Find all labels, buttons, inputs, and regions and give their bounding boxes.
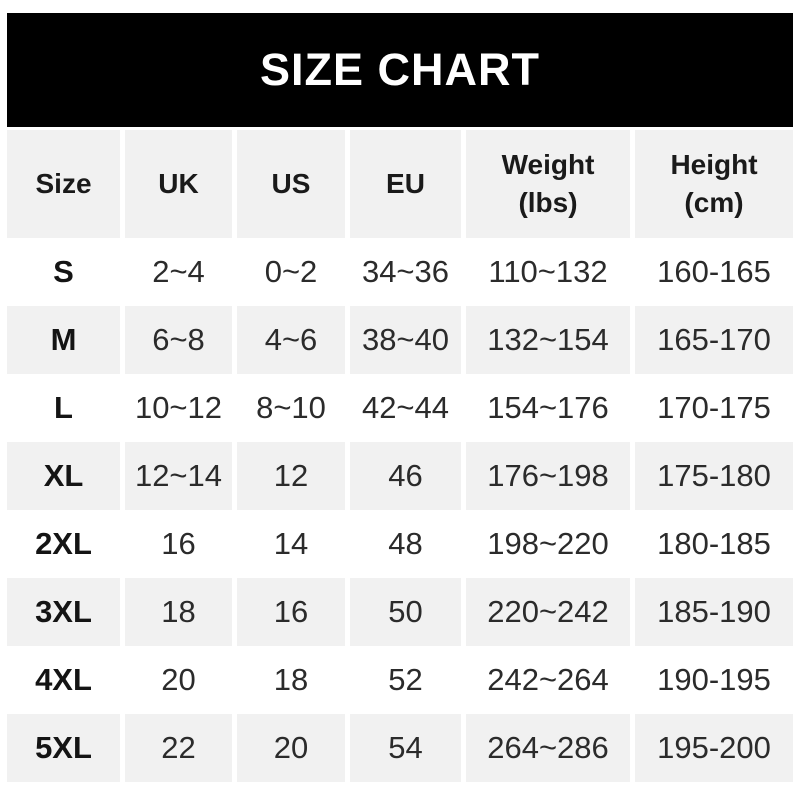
cell-l-size: L <box>7 374 120 442</box>
cell-xl-us: 12 <box>237 442 345 510</box>
size-table: Size UK US EU Weight (lbs) Height (cm) S… <box>7 130 793 782</box>
column-header-size: Size <box>7 130 120 238</box>
cell-m-us: 4~6 <box>237 306 345 374</box>
cell-s-height: 160-165 <box>635 238 793 306</box>
cell-m-size: M <box>7 306 120 374</box>
cell-m-uk: 6~8 <box>125 306 232 374</box>
cell-3xl-height: 185-190 <box>635 578 793 646</box>
cell-xl-size: XL <box>7 442 120 510</box>
cell-l-uk: 10~12 <box>125 374 232 442</box>
cell-2xl-weight: 198~220 <box>466 510 630 578</box>
cell-5xl-height: 195-200 <box>635 714 793 782</box>
page-title: SIZE CHART <box>260 44 540 95</box>
cell-s-uk: 2~4 <box>125 238 232 306</box>
cell-xl-eu: 46 <box>350 442 461 510</box>
cell-xl-height: 175-180 <box>635 442 793 510</box>
cell-4xl-size: 4XL <box>7 646 120 714</box>
cell-3xl-size: 3XL <box>7 578 120 646</box>
cell-4xl-us: 18 <box>237 646 345 714</box>
cell-2xl-height: 180-185 <box>635 510 793 578</box>
cell-xl-uk: 12~14 <box>125 442 232 510</box>
cell-3xl-uk: 18 <box>125 578 232 646</box>
cell-2xl-uk: 16 <box>125 510 232 578</box>
column-header-height: Height (cm) <box>635 130 793 238</box>
cell-m-eu: 38~40 <box>350 306 461 374</box>
cell-5xl-size: 5XL <box>7 714 120 782</box>
cell-s-weight: 110~132 <box>466 238 630 306</box>
cell-m-weight: 132~154 <box>466 306 630 374</box>
cell-2xl-eu: 48 <box>350 510 461 578</box>
cell-4xl-weight: 242~264 <box>466 646 630 714</box>
banner: SIZE CHART <box>7 13 793 127</box>
cell-2xl-size: 2XL <box>7 510 120 578</box>
cell-3xl-weight: 220~242 <box>466 578 630 646</box>
cell-s-size: S <box>7 238 120 306</box>
column-header-us: US <box>237 130 345 238</box>
cell-3xl-eu: 50 <box>350 578 461 646</box>
cell-4xl-eu: 52 <box>350 646 461 714</box>
column-header-weight: Weight (lbs) <box>466 130 630 238</box>
cell-5xl-us: 20 <box>237 714 345 782</box>
cell-3xl-us: 16 <box>237 578 345 646</box>
cell-s-eu: 34~36 <box>350 238 461 306</box>
cell-l-us: 8~10 <box>237 374 345 442</box>
column-header-uk: UK <box>125 130 232 238</box>
cell-xl-weight: 176~198 <box>466 442 630 510</box>
cell-l-height: 170-175 <box>635 374 793 442</box>
cell-5xl-uk: 22 <box>125 714 232 782</box>
cell-4xl-uk: 20 <box>125 646 232 714</box>
cell-l-eu: 42~44 <box>350 374 461 442</box>
cell-l-weight: 154~176 <box>466 374 630 442</box>
cell-s-us: 0~2 <box>237 238 345 306</box>
cell-m-height: 165-170 <box>635 306 793 374</box>
cell-5xl-eu: 54 <box>350 714 461 782</box>
column-header-eu: EU <box>350 130 461 238</box>
cell-5xl-weight: 264~286 <box>466 714 630 782</box>
cell-2xl-us: 14 <box>237 510 345 578</box>
cell-4xl-height: 190-195 <box>635 646 793 714</box>
